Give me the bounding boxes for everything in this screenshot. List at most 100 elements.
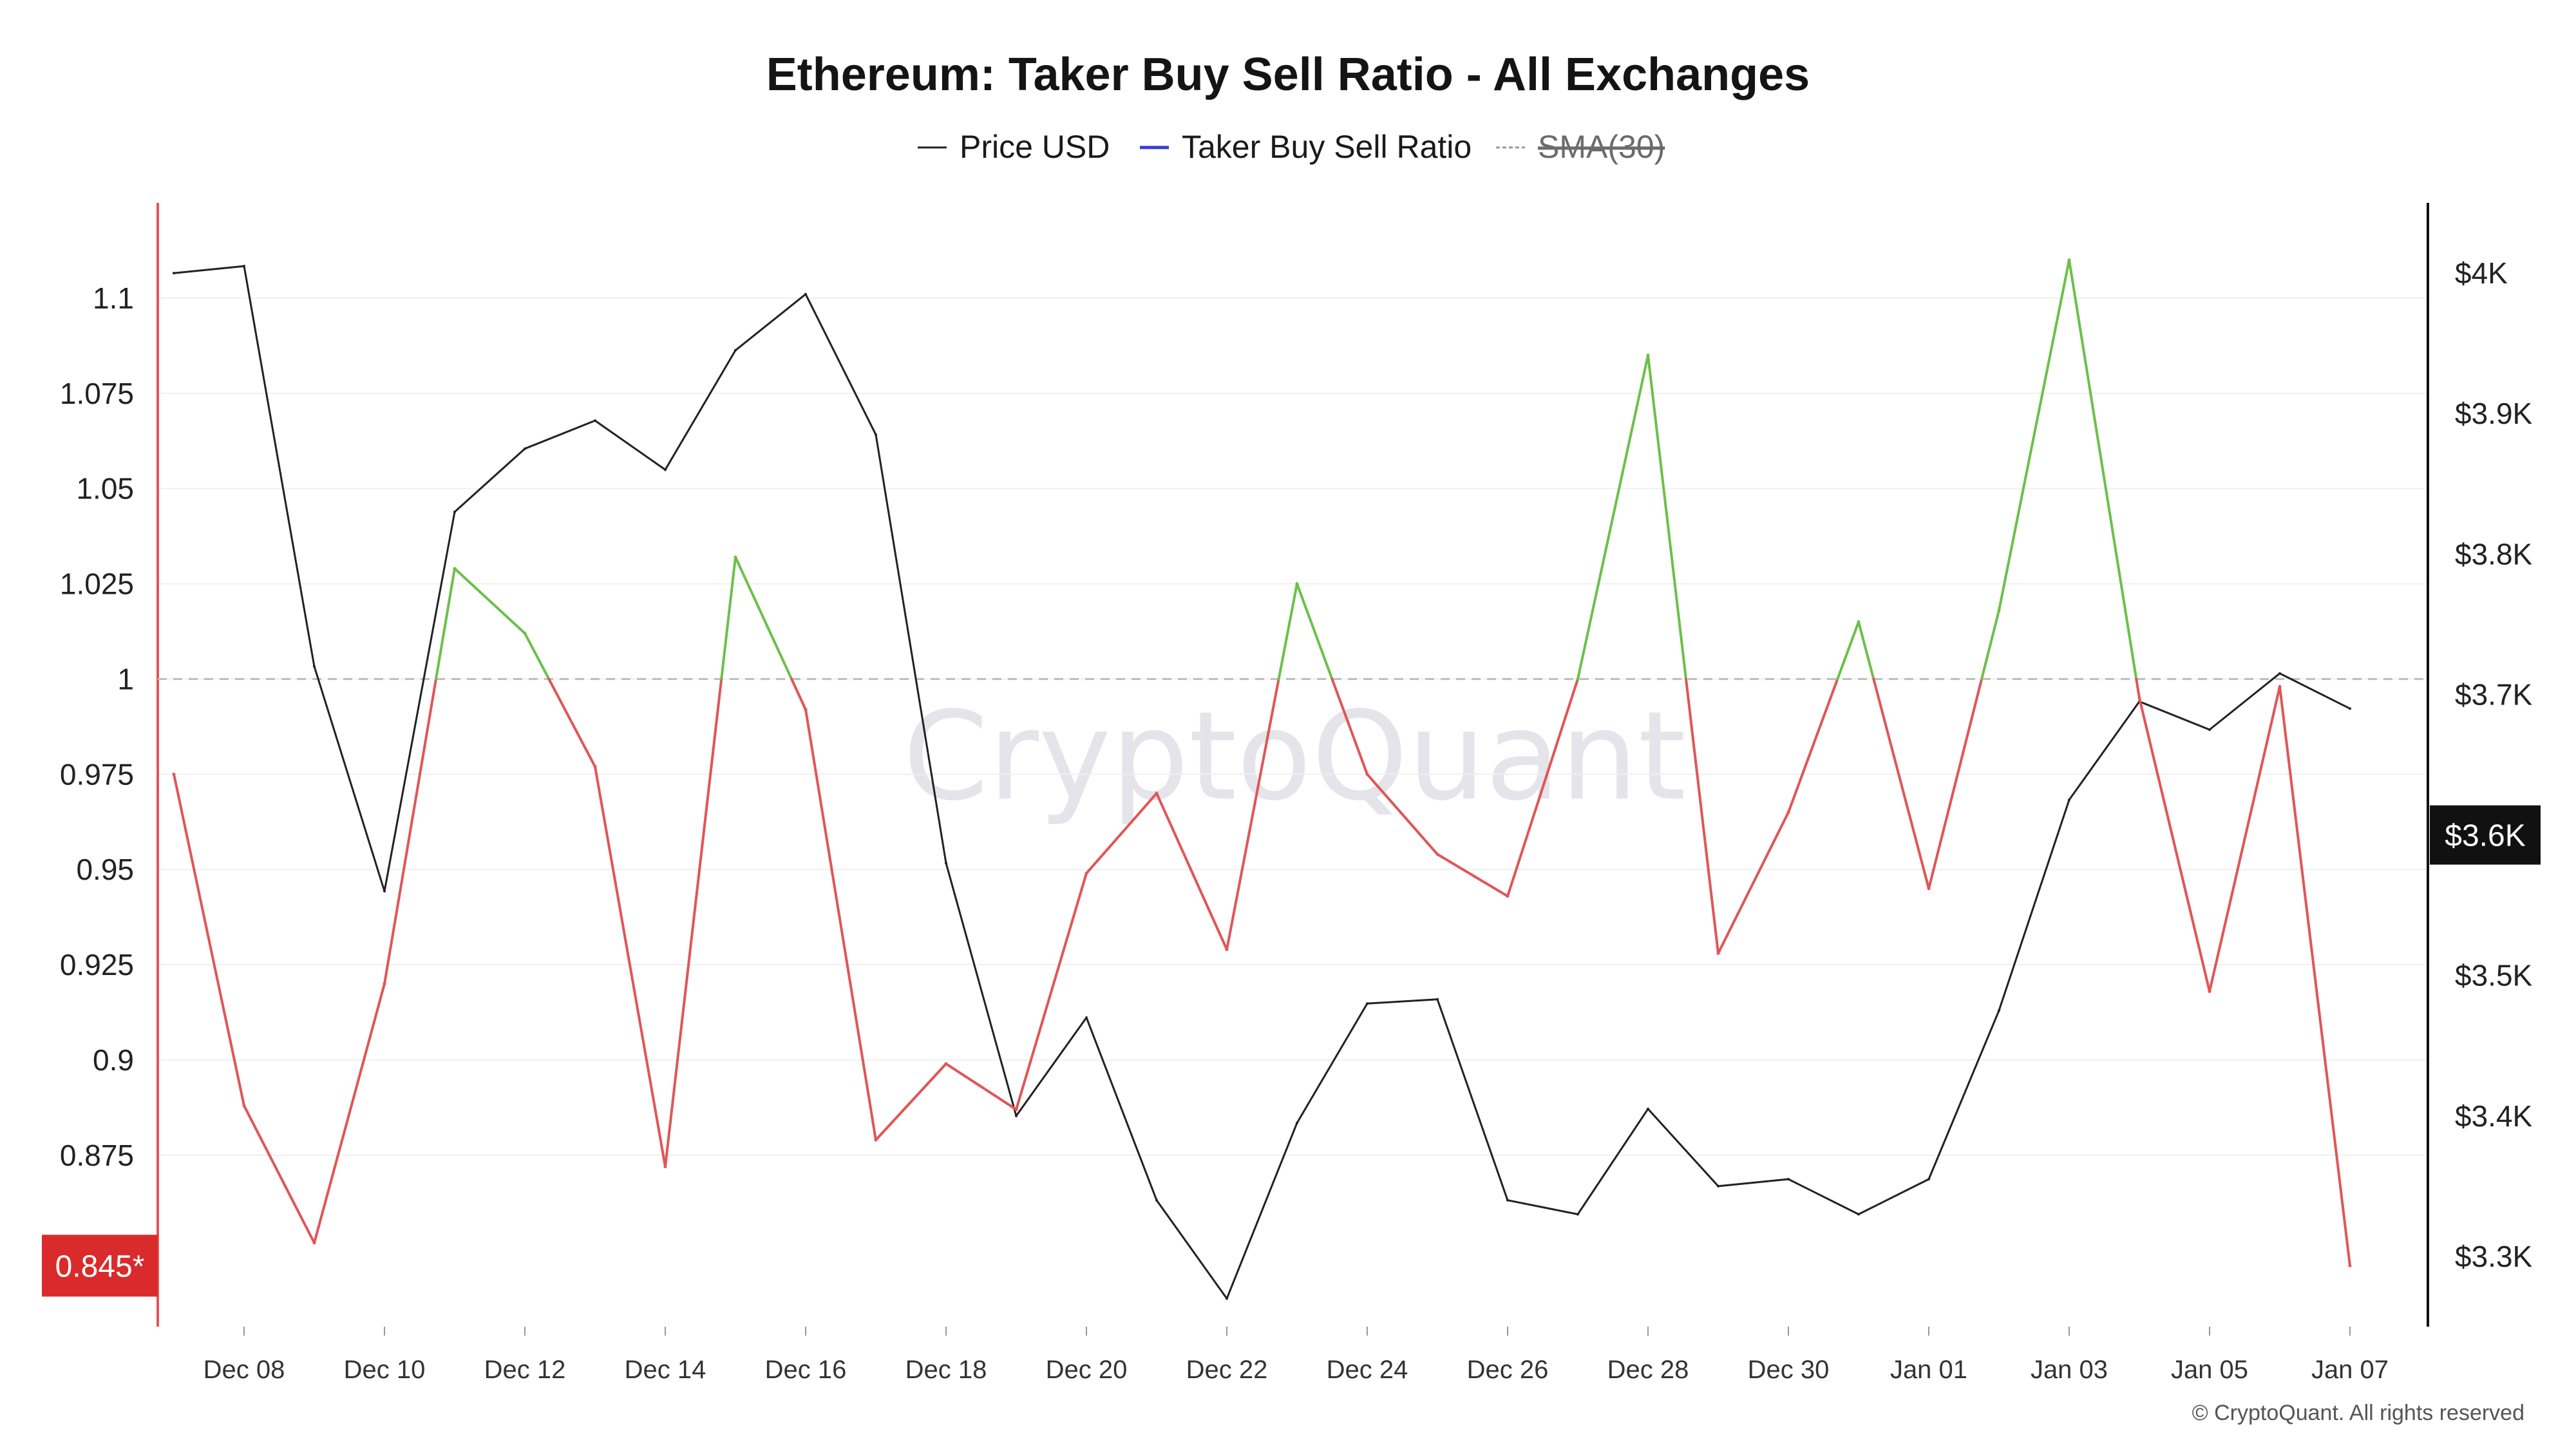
ratio-point [1857, 620, 1861, 624]
price-point [1577, 1213, 1579, 1216]
chart-title: Ethereum: Taker Buy Sell Ratio - All Exc… [766, 49, 1810, 100]
price-point [383, 889, 386, 893]
ratio-segment-above [435, 567, 456, 681]
ratio-segment-above [1577, 354, 1649, 681]
legend-item-sma[interactable]: SMA(30) [1496, 129, 1665, 165]
left-current-badge [42, 1235, 158, 1297]
left-axis-tick-label: 0.875 [60, 1139, 134, 1172]
right-axis-tick-label: $3.7K [2455, 677, 2533, 711]
price-point [594, 419, 596, 422]
ratio-segment-below [804, 708, 877, 1142]
x-axis-tick-label: Dec 30 [1748, 1356, 1830, 1384]
legend-item-price[interactable]: Price USD [918, 129, 1110, 165]
ratio-point [1365, 772, 1369, 776]
ratio-segment-above [734, 556, 793, 681]
x-axis-tick-label: Jan 05 [2171, 1356, 2248, 1384]
x-axis-tick-label: Jan 07 [2311, 1356, 2389, 1384]
ratio-segment-below [173, 773, 245, 1107]
ratio-point [1506, 895, 1510, 898]
ratio-segment-below [383, 677, 437, 985]
ratio-segment-above [453, 567, 526, 635]
price-point [1296, 1121, 1298, 1124]
ratio-point [242, 1104, 246, 1108]
price-point [734, 349, 737, 352]
ratio-point [1997, 609, 2001, 612]
left-axis-tick-label: 1.075 [60, 377, 134, 410]
ratio-point [172, 772, 176, 776]
ratio-point [593, 764, 597, 768]
ratio-segment-below [1717, 811, 1790, 955]
series-layer [172, 258, 2352, 1300]
ratio-segment-above [1857, 620, 1875, 681]
ratio-point [874, 1138, 878, 1142]
x-axis-tick-label: Dec 28 [1607, 1356, 1689, 1384]
copyright-text: © CryptoQuant. All rights reserved [2192, 1401, 2524, 1425]
ratio-segment-below [1085, 791, 1158, 875]
right-current-badge [2430, 805, 2541, 865]
ratio-point [2278, 685, 2282, 688]
ratio-point [523, 631, 527, 635]
ratio-segment-above [1998, 258, 2070, 612]
x-axis-tick-label: Dec 22 [1186, 1356, 1268, 1384]
ratio-point [734, 555, 737, 559]
x-axis-tick-label: Dec 14 [625, 1356, 706, 1384]
ratio-point [1786, 810, 1790, 814]
price-point [1366, 1002, 1368, 1005]
left-axis-tick-label: 1.05 [76, 472, 134, 506]
price-point [1436, 998, 1439, 1001]
ratio-segment-above [720, 556, 737, 681]
ratio-point [1295, 582, 1299, 586]
right-axis-tick-label: $3.8K [2455, 537, 2533, 571]
ratio-segment-above [2068, 258, 2138, 681]
ratio-point [2348, 1264, 2352, 1267]
ratio-segment-below [2135, 677, 2141, 699]
price-point [1998, 1009, 2000, 1012]
ratio-segment-below [2208, 685, 2281, 993]
price-point [243, 265, 245, 268]
x-axis-tick-label: Jan 01 [1890, 1356, 1967, 1384]
ratio-segment-below [1927, 677, 1984, 890]
ratio-point [2208, 989, 2211, 993]
legend-label-ratio: Taker Buy Sell Ratio [1182, 129, 1472, 165]
ratio-point [1576, 677, 1580, 681]
watermark: CryptoQuant [903, 685, 1686, 828]
right-current-badge-label: $3.6K [2445, 819, 2525, 853]
left-axis-tick-label: 1.025 [60, 567, 134, 601]
price-point [1787, 1177, 1790, 1180]
left-axis-tick-label: 0.95 [76, 853, 134, 886]
price-point [1085, 1016, 1088, 1019]
ratio-segment-below [875, 1062, 947, 1142]
price-point [1015, 1114, 1018, 1117]
legend-item-ratio[interactable]: Taker Buy Sell Ratio [1140, 129, 1472, 165]
x-axis-tick-label: Dec 26 [1467, 1356, 1549, 1384]
price-point [664, 468, 667, 471]
ratio-point [1084, 871, 1088, 875]
price-point [453, 510, 456, 513]
left-current-badge-label: 0.845* [55, 1249, 145, 1283]
x-axis-tick-label: Dec 18 [905, 1356, 987, 1384]
price-point [1717, 1184, 1719, 1188]
ratio-point [2067, 258, 2071, 262]
right-axis-tick-label: $3.9K [2455, 397, 2533, 430]
ratio-segment-below [2278, 685, 2351, 1267]
ratio-point [453, 567, 457, 571]
price-point [804, 292, 807, 296]
price-point [1226, 1297, 1228, 1300]
price-point [875, 433, 877, 436]
x-axis-tick-label: Dec 10 [344, 1356, 426, 1384]
price-point [313, 665, 316, 668]
ratio-segment-below [313, 982, 386, 1244]
ratio-segment-below [1685, 677, 1719, 955]
ratio-segment-below [547, 677, 596, 768]
ratio-segment-above [1296, 582, 1334, 681]
price-point [945, 862, 947, 865]
price-point [2208, 728, 2211, 731]
ratio-point [944, 1062, 948, 1066]
ratio-segment-below [1872, 677, 1930, 890]
axes [156, 203, 2429, 1336]
legend: Price USD Taker Buy Sell Ratio SMA(30) [918, 129, 1665, 165]
current-value-badges: 0.845* $3.6K [42, 805, 2541, 1297]
ratio-point [312, 1241, 316, 1245]
left-axis-tick-label: 0.975 [60, 757, 134, 791]
